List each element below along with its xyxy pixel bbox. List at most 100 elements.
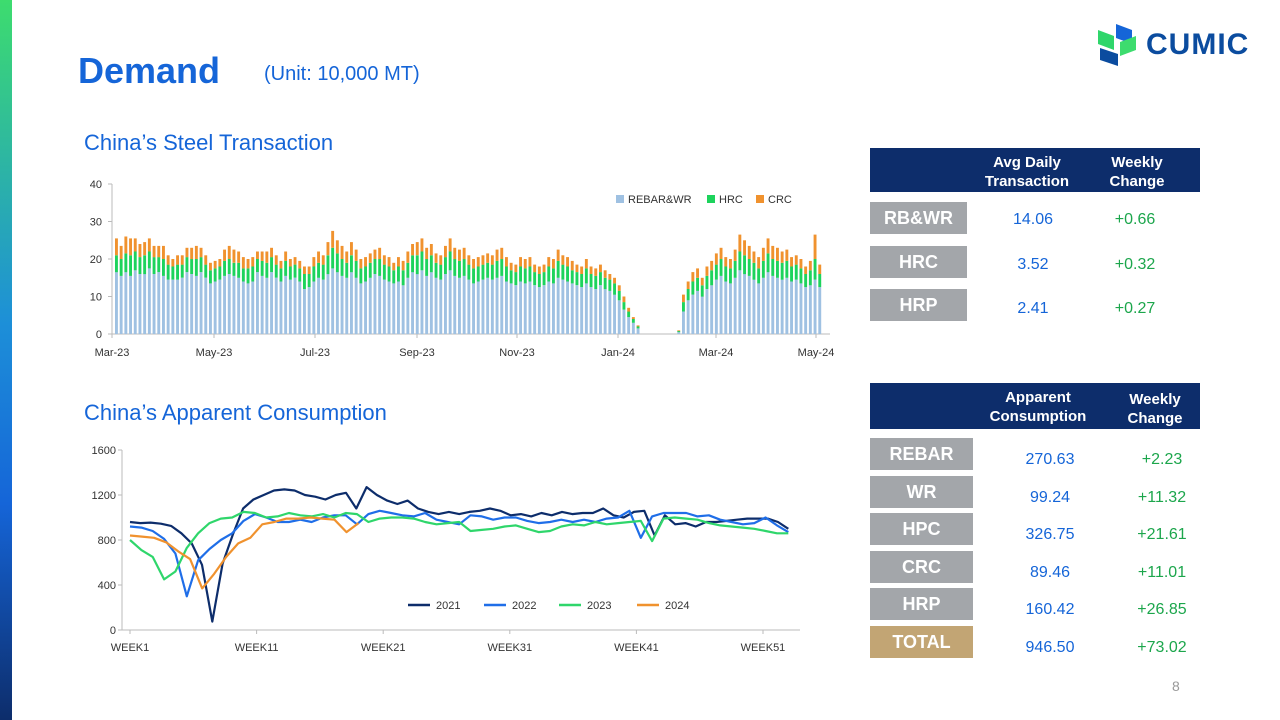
bar-segment-hrc [519,266,522,282]
bar-segment-crc [279,260,283,269]
bar-segment-crc [705,266,709,276]
bar-segment-crc [378,247,382,260]
bar-segment-crc [434,253,438,263]
bar-segment-crc [232,249,236,263]
bar-segment-rebarwr [312,281,316,334]
bar-segment-crc [566,257,569,267]
bar-segment-hrc [486,262,490,278]
x-tick-label: WEEK1 [111,642,150,654]
bar-segment-rebarwr [481,279,485,334]
bar-segment-hrc [537,274,541,288]
bar-segment-rebarwr [359,283,363,334]
bar-segment-crc [373,249,377,259]
bar-segment-crc [533,264,537,273]
bar-segment-rebarwr [738,270,742,335]
bar-segment-rebarwr [171,279,175,334]
bar-segment-rebarwr [453,275,457,334]
bar-segment-rebarwr [307,287,311,334]
x-tick-label: Nov-23 [499,347,534,359]
bar-segment-rebarwr [570,283,574,334]
bar-segment-hrc [246,268,250,284]
bar-segment-rebarwr [790,281,793,334]
header-weekly-change: Weekly Change [1109,154,1165,190]
bar-segment-hrc [589,274,593,288]
bar-segment-rebarwr [696,290,699,334]
bar-segment-crc [613,277,616,284]
left-accent-bar [0,0,12,720]
bar-segment-crc [729,259,732,269]
x-tick-label: Jul-23 [300,347,330,359]
change-hrc: +0.32 [1114,256,1156,273]
bar-segment-rebarwr [622,309,626,334]
change-rbwr: +0.66 [1114,211,1156,228]
bar-segment-rebarwr [387,281,391,334]
bar-segment-rebarwr [284,275,288,334]
unit-note: (Unit: 10,000 MT) [264,63,420,85]
bar-segment-rebarwr [700,296,704,334]
bar-segment-rebarwr [580,287,584,334]
bar-segment-rebarwr [429,272,433,334]
bar-segment-hrc [406,262,410,278]
bar-segment-rebarwr [714,279,718,334]
bar-segment-crc [204,255,208,265]
bar-segment-crc [265,251,269,263]
x-tick-label: Mar-23 [95,347,130,359]
x-tick-label: Mar-24 [699,347,734,359]
bar-segment-rebarwr [270,272,273,334]
bar-segment-hrc [467,264,471,280]
bar-segment-hrc [274,264,278,278]
bar-segment-rebarwr [185,272,189,334]
bar-segment-hrc [710,270,714,286]
bar-segment-rebarwr [556,277,560,335]
bar-segment-hrc [776,260,779,278]
bar-segment-crc [505,257,508,267]
bar-segment-crc [119,245,123,259]
bar-segment-rebarwr [729,283,732,334]
bar-segment-crc [490,255,494,265]
x-tick-label: WEEK11 [235,642,279,654]
bar-segment-hrc [752,262,756,280]
bar-segment-hrc [204,264,208,278]
bar-segment-crc [743,240,746,256]
bar-segment-rebarwr [133,270,137,335]
bar-segment-crc [387,257,391,267]
bar-segment-rebarwr [799,283,803,334]
bar-segment-hrc [312,266,316,282]
bar-segment-crc [724,257,728,267]
bar-segment-hrc [368,262,372,278]
x-tick-label: WEEK21 [361,642,406,654]
bar-segment-crc [500,247,504,260]
bar-segment-rebarwr [157,272,161,334]
bar-segment-hrc [298,268,302,282]
bar-segment-rebarwr [147,268,151,334]
bar-segment-hrc [143,255,147,275]
bar-segment-crc [636,325,640,327]
bar-segment-rebarwr [129,275,132,334]
bar-segment-hrc [738,251,742,271]
bar-segment-crc [124,236,128,254]
value-total: 946.50 [1025,639,1075,656]
bar-segment-rebarwr [533,285,537,335]
bar-segment-hrc [425,259,429,276]
bar-segment-rebarwr [401,285,405,335]
legend-swatch [616,195,624,203]
bar-segment-rebarwr [467,279,471,334]
bar-segment-crc [467,255,471,265]
bar-segment-crc [429,244,433,256]
bar-segment-crc [368,253,372,263]
bar-segment-rebarwr [368,277,372,335]
bar-segment-crc [190,247,194,260]
bar-segment-crc [223,249,226,261]
value-hrp: 160.42 [1025,601,1075,618]
bar-segment-crc [622,296,626,303]
bar-segment-rebarwr [392,283,396,334]
bar-segment-rebarwr [373,274,377,334]
bar-segment-rebarwr [265,277,269,335]
bar-segment-hrc [696,277,699,291]
bar-segment-hrc [757,268,761,284]
bar-segment-rebarwr [227,274,231,334]
y-tick-label: 10 [90,292,102,304]
bar-segment-crc [317,251,320,263]
bar-segment-crc [420,238,424,252]
y-tick-label: 1200 [92,490,116,502]
